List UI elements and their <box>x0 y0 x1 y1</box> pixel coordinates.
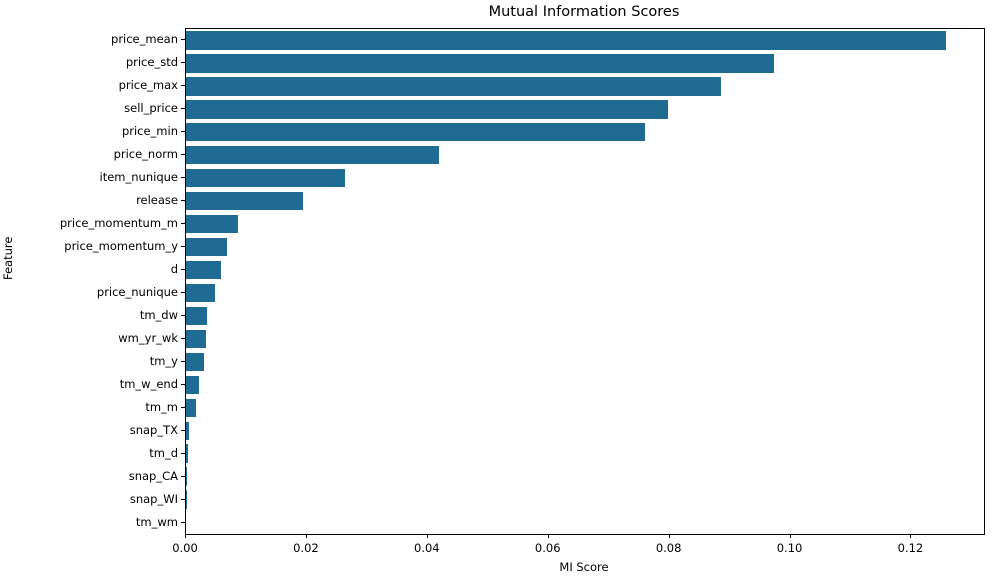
ytick-label-tm_m: tm_m <box>145 399 178 414</box>
bar-release <box>186 191 303 211</box>
ytick-mark <box>181 406 185 408</box>
bar-tm_w_end <box>186 375 200 394</box>
ytick-mark <box>181 383 185 385</box>
ytick-label-snap_TX: snap_TX <box>129 422 178 437</box>
bar-snap_TX <box>186 421 190 440</box>
xtick-label-0.06: 0.06 <box>534 541 561 555</box>
bar-price_mean <box>186 31 946 50</box>
ytick-label-item_nunique: item_nunique <box>99 170 178 185</box>
ytick-label-price_min: price_min <box>121 124 178 139</box>
ytick-mark <box>181 269 185 271</box>
ytick-label-tm_w_end: tm_w_end <box>119 376 178 391</box>
xtick-label-0.10: 0.10 <box>776 541 803 555</box>
ytick-mark <box>181 131 185 133</box>
ytick-mark <box>181 498 185 500</box>
ytick-label-price_norm: price_norm <box>113 147 178 162</box>
bar-price_norm <box>186 146 440 165</box>
bar-price_std <box>186 54 775 73</box>
ytick-label-price_momentum_y: price_momentum_y <box>64 239 178 254</box>
x-axis-label: MI Score <box>559 560 609 574</box>
ytick-mark <box>181 314 185 316</box>
ytick-mark <box>181 291 185 293</box>
xtick-label-0.04: 0.04 <box>414 541 440 555</box>
ytick-mark <box>181 360 185 362</box>
ytick-mark <box>181 200 185 202</box>
bar-tm_m <box>186 398 196 417</box>
bar-tm_y <box>186 352 205 372</box>
bar-price_momentum_m <box>186 214 238 234</box>
xtick-mark <box>789 534 791 538</box>
bar-tm_d <box>186 444 189 463</box>
ytick-mark <box>181 452 185 454</box>
ytick-mark <box>181 475 185 477</box>
ytick-label-wm_yr_wk: wm_yr_wk <box>118 330 178 345</box>
ytick-mark <box>181 429 185 431</box>
ytick-label-price_mean: price_mean <box>111 32 178 47</box>
xtick-mark <box>305 534 307 538</box>
xtick-mark <box>426 534 428 538</box>
bar-item_nunique <box>186 169 345 188</box>
ytick-mark <box>181 62 185 64</box>
bar-price_momentum_y <box>186 237 228 257</box>
ytick-label-tm_wm: tm_wm <box>135 514 178 529</box>
ytick-mark <box>181 108 185 110</box>
ytick-label-tm_y: tm_y <box>149 353 178 368</box>
bar-snap_CA <box>186 467 187 486</box>
xtick-mark <box>185 534 186 538</box>
chart-title: Mutual Information Scores <box>488 4 680 20</box>
ytick-label-price_max: price_max <box>118 78 178 93</box>
xtick-label-0.08: 0.08 <box>655 541 682 555</box>
ytick-mark <box>181 177 185 179</box>
ytick-mark <box>181 154 185 156</box>
ytick-mark <box>181 246 185 248</box>
bar-sell_price <box>186 100 668 119</box>
bar-tm_dw <box>186 306 207 326</box>
xtick-mark <box>668 534 670 538</box>
plot-area <box>185 28 985 535</box>
ytick-label-sell_price: sell_price <box>124 101 178 116</box>
ytick-label-d: d <box>170 262 178 277</box>
ytick-mark <box>181 223 185 225</box>
ytick-mark <box>181 521 185 523</box>
ytick-label-price_nunique: price_nunique <box>96 284 178 299</box>
bar-price_min <box>186 123 646 142</box>
ytick-mark <box>181 337 185 339</box>
ytick-label-snap_CA: snap_CA <box>128 468 178 483</box>
ytick-label-snap_WI: snap_WI <box>129 491 178 506</box>
ytick-mark <box>181 85 185 87</box>
bar-price_max <box>186 77 722 96</box>
ytick-mark <box>181 39 185 41</box>
xtick-label-0.12: 0.12 <box>897 541 924 555</box>
ytick-label-price_momentum_m: price_momentum_m <box>59 216 178 231</box>
bar-price_nunique <box>186 283 216 303</box>
xtick-mark <box>547 534 549 538</box>
ytick-label-tm_d: tm_d <box>149 445 178 460</box>
xtick-mark <box>910 534 912 538</box>
ytick-label-tm_dw: tm_dw <box>139 307 178 322</box>
bar-wm_yr_wk <box>186 329 206 349</box>
ytick-label-release: release <box>136 193 178 208</box>
xtick-label-0.02: 0.02 <box>293 541 319 555</box>
ytick-label-price_std: price_std <box>125 55 178 70</box>
bar-d <box>186 260 222 280</box>
xtick-label-0.00: 0.00 <box>172 541 198 555</box>
